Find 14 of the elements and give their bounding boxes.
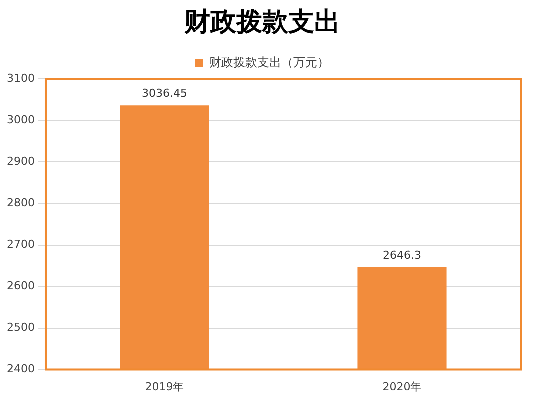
y-tick-label: 3000 — [6, 114, 35, 127]
data-label: 2646.3 — [383, 248, 422, 262]
y-tick-label: 2800 — [6, 196, 35, 210]
data-label: 3036.45 — [142, 86, 188, 100]
y-tick-label: 3100 — [6, 72, 35, 86]
legend-label: 财政拨款支出（万元） — [210, 55, 330, 70]
chart-title: 财政拨款支出 — [184, 7, 340, 38]
y-tick-label: 2600 — [6, 280, 35, 293]
y-tick-label: 2700 — [6, 238, 35, 252]
y-tick-label: 2500 — [6, 321, 35, 334]
y-tick-label: 2900 — [6, 155, 35, 168]
x-tick-label: 2020年 — [382, 380, 422, 394]
x-tick-label: 2019年 — [145, 380, 184, 394]
y-tick-label: 2400 — [6, 362, 35, 376]
